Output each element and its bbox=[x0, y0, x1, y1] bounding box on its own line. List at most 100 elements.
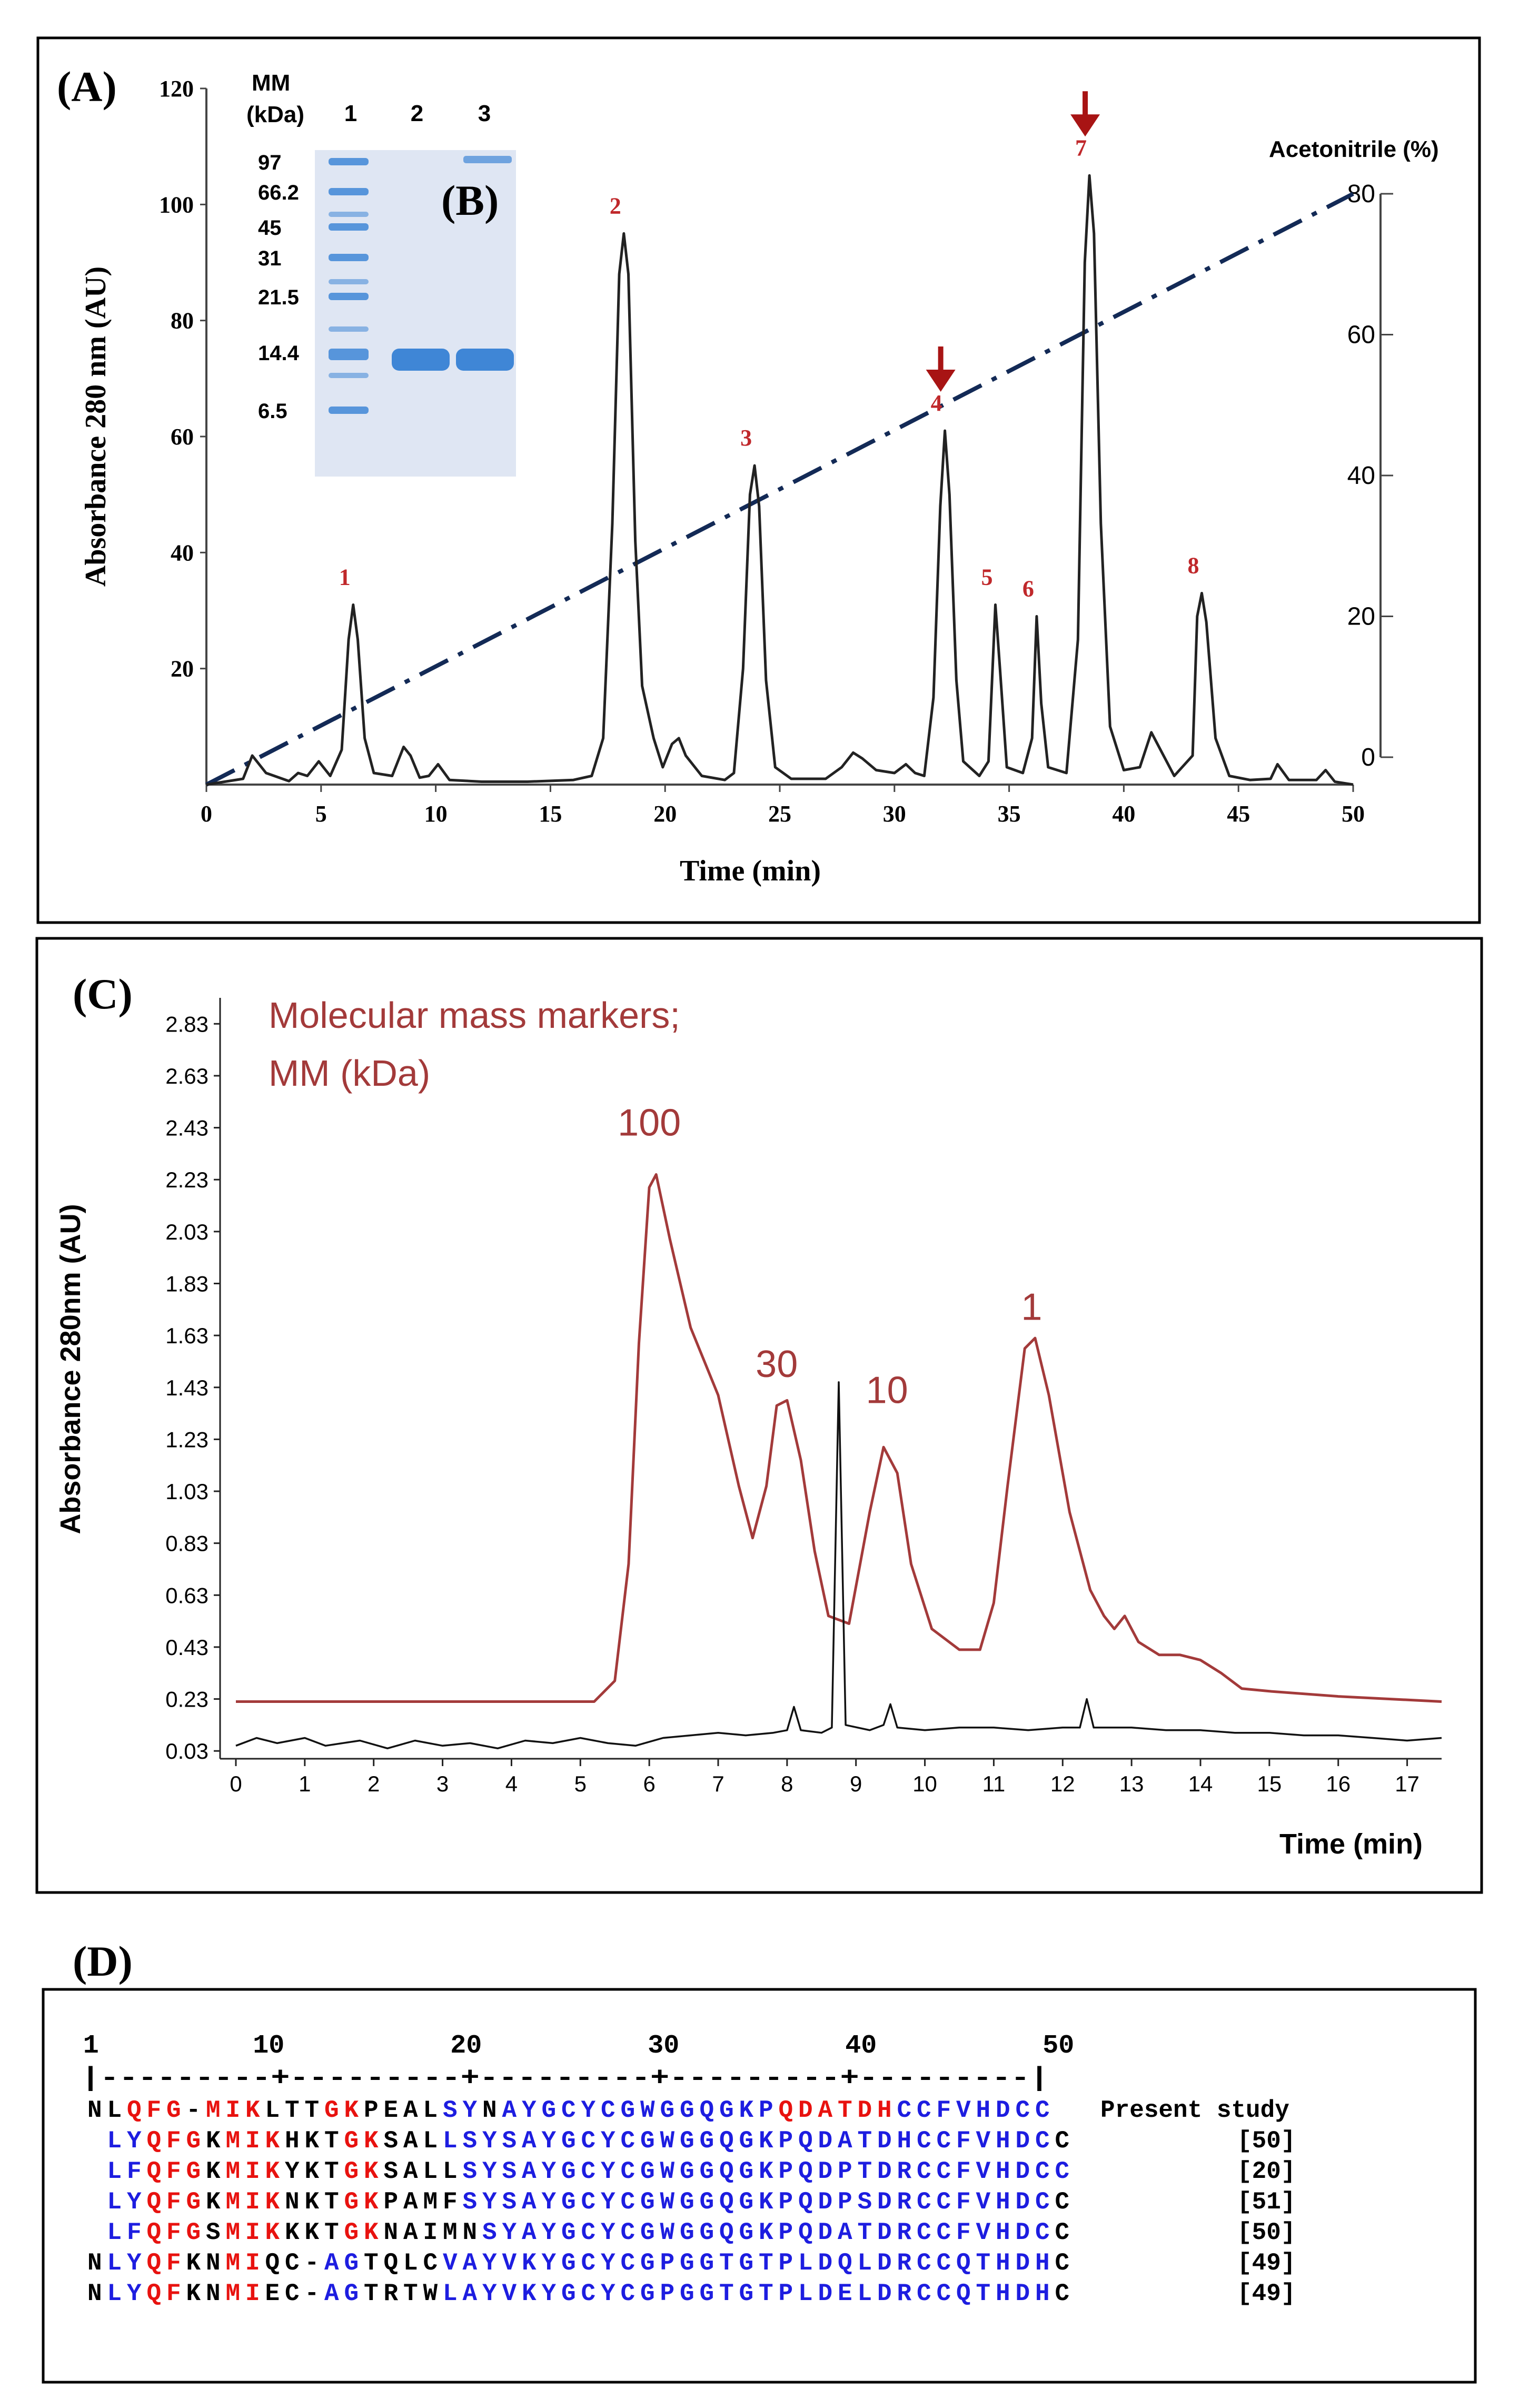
alignment-residue: G bbox=[344, 2250, 359, 2277]
alignment-residue: A bbox=[838, 2219, 852, 2246]
alignment-residue: M bbox=[206, 2097, 221, 2124]
alignment-residue: T bbox=[858, 2127, 872, 2155]
alignment-residue: Q bbox=[956, 2250, 971, 2277]
alignment-residue: C bbox=[581, 2219, 596, 2246]
alignment-residue: V bbox=[502, 2250, 517, 2277]
alignment-residue: C bbox=[1035, 2158, 1050, 2185]
alignment-residue: D bbox=[877, 2280, 892, 2307]
alignment-residue: G bbox=[680, 2158, 694, 2185]
alignment-residue: T bbox=[285, 2097, 300, 2124]
gel-b-lane-3-band bbox=[456, 349, 514, 371]
alignment-residue: G bbox=[640, 2158, 655, 2185]
alignment-residue: K bbox=[206, 2127, 221, 2155]
alignment-residue: Y bbox=[542, 2250, 557, 2277]
alignment-residue: D bbox=[877, 2188, 892, 2216]
alignment-residue: W bbox=[660, 2188, 675, 2216]
alignment-residue: Y bbox=[581, 2097, 596, 2124]
alignment-residue: G bbox=[621, 2097, 636, 2124]
alignment-residue: Y bbox=[285, 2158, 300, 2185]
alignment-residue: G bbox=[344, 2219, 359, 2246]
alignment-residue: F bbox=[443, 2188, 458, 2216]
alignment-residue: Y bbox=[601, 2250, 615, 2277]
alignment-residue: C bbox=[285, 2250, 300, 2277]
alignment-residue: M bbox=[226, 2280, 241, 2307]
chart-a-peak-label-3: 3 bbox=[740, 425, 752, 451]
alignment-residue: I bbox=[245, 2188, 260, 2216]
alignment-residue: N bbox=[285, 2188, 300, 2216]
gel-b-marker-band bbox=[329, 279, 369, 284]
alignment-residue: S bbox=[463, 2188, 478, 2216]
alignment-residue: L bbox=[443, 2158, 458, 2185]
alignment-residue: M bbox=[226, 2158, 241, 2185]
alignment-residue: V bbox=[956, 2097, 971, 2124]
chart-a-peak-label-5: 5 bbox=[981, 564, 992, 590]
alignment-residue: C bbox=[917, 2127, 931, 2155]
chart-c-y-tick-label: 0.43 bbox=[165, 1635, 209, 1660]
alignment-residue: H bbox=[996, 2219, 1010, 2246]
alignment-residue: F bbox=[166, 2219, 181, 2246]
alignment-residue: G bbox=[561, 2127, 576, 2155]
gel-b-lane-label-1: 1 bbox=[344, 101, 357, 126]
alignment-reference: Present study bbox=[1100, 2097, 1289, 2124]
alignment-residue: G bbox=[739, 2280, 754, 2307]
alignment-residue: Y bbox=[542, 2188, 557, 2216]
alignment-residue: M bbox=[443, 2219, 458, 2246]
alignment-residue: Q bbox=[700, 2097, 714, 2124]
chart-c-annotation-1: 1 bbox=[1021, 1286, 1042, 1329]
alignment-residue: Y bbox=[542, 2127, 557, 2155]
panel-a-frame bbox=[36, 36, 1481, 924]
alignment-residue: G bbox=[700, 2219, 714, 2246]
alignment-residue: Y bbox=[127, 2280, 142, 2307]
alignment-residue: C bbox=[1055, 2188, 1070, 2216]
alignment-residue: L bbox=[107, 2219, 122, 2246]
alignment-residue: L bbox=[107, 2127, 122, 2155]
alignment-residue: M bbox=[423, 2188, 438, 2216]
alignment-residue: W bbox=[660, 2127, 675, 2155]
chart-c-x-tick-label: 15 bbox=[1257, 1771, 1282, 1796]
alignment-residue: F bbox=[166, 2158, 181, 2185]
alignment-residue: S bbox=[384, 2158, 399, 2185]
alignment-residue: F bbox=[956, 2158, 971, 2185]
alignment-residue: V bbox=[443, 2250, 458, 2277]
gel-b-marker-band bbox=[329, 158, 369, 165]
gel-b-marker-label: 97 bbox=[258, 151, 282, 174]
gel-b-marker-band bbox=[329, 407, 369, 414]
chart-c-x-tick-label: 9 bbox=[850, 1771, 862, 1796]
alignment-residue: K bbox=[522, 2280, 537, 2307]
alignment-residue: A bbox=[403, 2127, 418, 2155]
alignment-residue: C bbox=[621, 2219, 636, 2246]
alignment-residue: P bbox=[779, 2250, 793, 2277]
alignment-residue: A bbox=[403, 2158, 418, 2185]
alignment-residue: K bbox=[265, 2219, 280, 2246]
alignment-residue: Y bbox=[482, 2158, 497, 2185]
alignment-residue: D bbox=[798, 2097, 813, 2124]
alignment-residue: Y bbox=[502, 2219, 517, 2246]
alignment-residue: T bbox=[759, 2280, 773, 2307]
chart-a-peak-arrow-head bbox=[1070, 114, 1100, 137]
alignment-residue: A bbox=[403, 2188, 418, 2216]
alignment-residue: I bbox=[245, 2280, 260, 2307]
alignment-residue: K bbox=[265, 2188, 280, 2216]
alignment-residue: L bbox=[107, 2097, 122, 2124]
alignment-residue: Y bbox=[127, 2188, 142, 2216]
alignment-residue: L bbox=[443, 2280, 458, 2307]
alignment-residue: N bbox=[87, 2280, 102, 2307]
alignment-residue: C bbox=[581, 2127, 596, 2155]
alignment-residue: Q bbox=[127, 2097, 142, 2124]
alignment-residue: H bbox=[877, 2097, 892, 2124]
alignment-residue: K bbox=[305, 2219, 320, 2246]
alignment-residue: N bbox=[463, 2219, 478, 2246]
alignment-residue: T bbox=[324, 2127, 339, 2155]
alignment-residue: Q bbox=[798, 2188, 813, 2216]
alignment-residue: C bbox=[621, 2127, 636, 2155]
alignment-residue: N bbox=[206, 2250, 221, 2277]
alignment-residue: C bbox=[561, 2097, 576, 2124]
alignment-residue: D bbox=[1016, 2250, 1030, 2277]
alignment-residue: A bbox=[324, 2280, 339, 2307]
chart-a-x-tick-label: 45 bbox=[1227, 801, 1250, 827]
alignment-residue: C bbox=[897, 2097, 912, 2124]
alignment-residue: C bbox=[581, 2188, 596, 2216]
alignment-residue: V bbox=[976, 2219, 991, 2246]
